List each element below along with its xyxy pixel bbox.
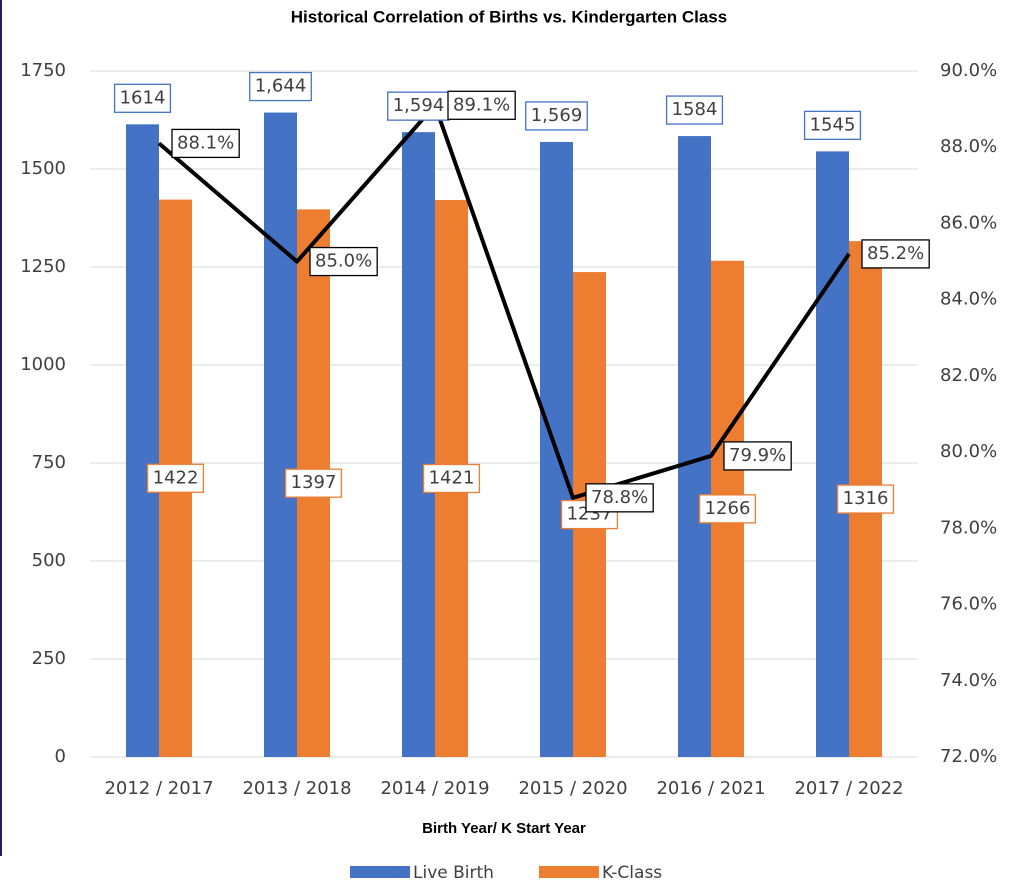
data-label-box xyxy=(836,484,895,514)
data-label: 1,644 xyxy=(255,76,307,97)
data-label-box xyxy=(803,110,862,141)
legend-swatch xyxy=(350,866,410,878)
x-tick-label: 2014 / 2019 xyxy=(380,778,489,799)
y2-tick-label: 72.0% xyxy=(940,746,997,767)
y-tick-label: 1000 xyxy=(20,354,66,375)
data-label-box xyxy=(309,246,378,277)
x-tick-label: 2015 / 2020 xyxy=(518,778,627,799)
y-tick-label: 1250 xyxy=(20,256,66,277)
data-label-box xyxy=(113,83,172,113)
x-tick-label: 2013 / 2018 xyxy=(242,778,351,799)
y-tick-label: 1750 xyxy=(20,60,66,81)
bar xyxy=(264,112,297,757)
data-label: 1421 xyxy=(429,467,475,488)
data-label-box xyxy=(861,239,930,269)
data-label-box xyxy=(422,463,481,494)
line xyxy=(157,103,851,500)
bar xyxy=(126,124,159,757)
y2-tick-label: 74.0% xyxy=(940,670,997,691)
y2-tick-label: 84.0% xyxy=(940,289,997,310)
legend-swatch xyxy=(538,866,599,878)
data-label-box xyxy=(723,441,792,471)
y-tick-label: 250 xyxy=(32,648,66,669)
data-label: 79.9% xyxy=(729,445,786,466)
y-tick-label: 1500 xyxy=(20,158,66,179)
data-label: 1545 xyxy=(810,114,856,135)
y2-tick-label: 82.0% xyxy=(940,365,997,386)
data-label-box xyxy=(447,90,516,120)
y-tick-label: 750 xyxy=(32,452,66,473)
legend-label: K-Class xyxy=(602,863,662,883)
y2-tick-label: 86.0% xyxy=(940,212,997,233)
bar xyxy=(402,132,435,758)
data-label-box xyxy=(249,71,312,102)
legend-label: Live Birth xyxy=(413,863,494,883)
data-label-box xyxy=(698,494,757,524)
data-label: 1397 xyxy=(291,472,337,493)
data-label: 1584 xyxy=(672,99,718,120)
x-tick-label: 2017 / 2022 xyxy=(794,778,903,799)
data-label-box xyxy=(284,468,343,498)
x-axis-title: Birth Year/ K Start Year xyxy=(422,820,586,837)
y-tick-label: 0 xyxy=(55,746,66,767)
y2-tick-label: 90.0% xyxy=(940,60,997,81)
y2-tick-label: 78.0% xyxy=(940,517,997,538)
data-label: 1266 xyxy=(705,498,751,519)
data-label: 88.1% xyxy=(177,132,234,153)
data-label: 1,569 xyxy=(531,105,583,126)
y2-tick-label: 88.0% xyxy=(940,136,997,157)
y-tick-label: 500 xyxy=(32,550,66,571)
x-tick-label: 2016 / 2021 xyxy=(656,778,765,799)
bar xyxy=(816,151,849,758)
data-label-box xyxy=(146,463,205,493)
data-label: 1614 xyxy=(120,87,166,108)
data-label-box xyxy=(525,101,588,131)
data-label: 85.0% xyxy=(315,251,372,272)
y2-tick-label: 80.0% xyxy=(940,441,997,462)
data-label: 89.1% xyxy=(453,94,510,115)
data-label-box xyxy=(585,483,654,513)
data-label-box xyxy=(665,95,724,125)
y2-tick-label: 76.0% xyxy=(940,594,997,615)
data-label: 1422 xyxy=(153,467,199,488)
chart-title: Historical Correlation of Births vs. Kin… xyxy=(291,7,727,26)
data-label: 1,594 xyxy=(393,95,445,116)
data-label-box xyxy=(171,128,240,159)
data-label: 85.2% xyxy=(867,243,924,264)
bar xyxy=(678,136,711,757)
x-tick-label: 2012 / 2017 xyxy=(104,778,213,799)
data-label: 78.8% xyxy=(591,487,648,508)
data-label: 1316 xyxy=(843,488,889,509)
